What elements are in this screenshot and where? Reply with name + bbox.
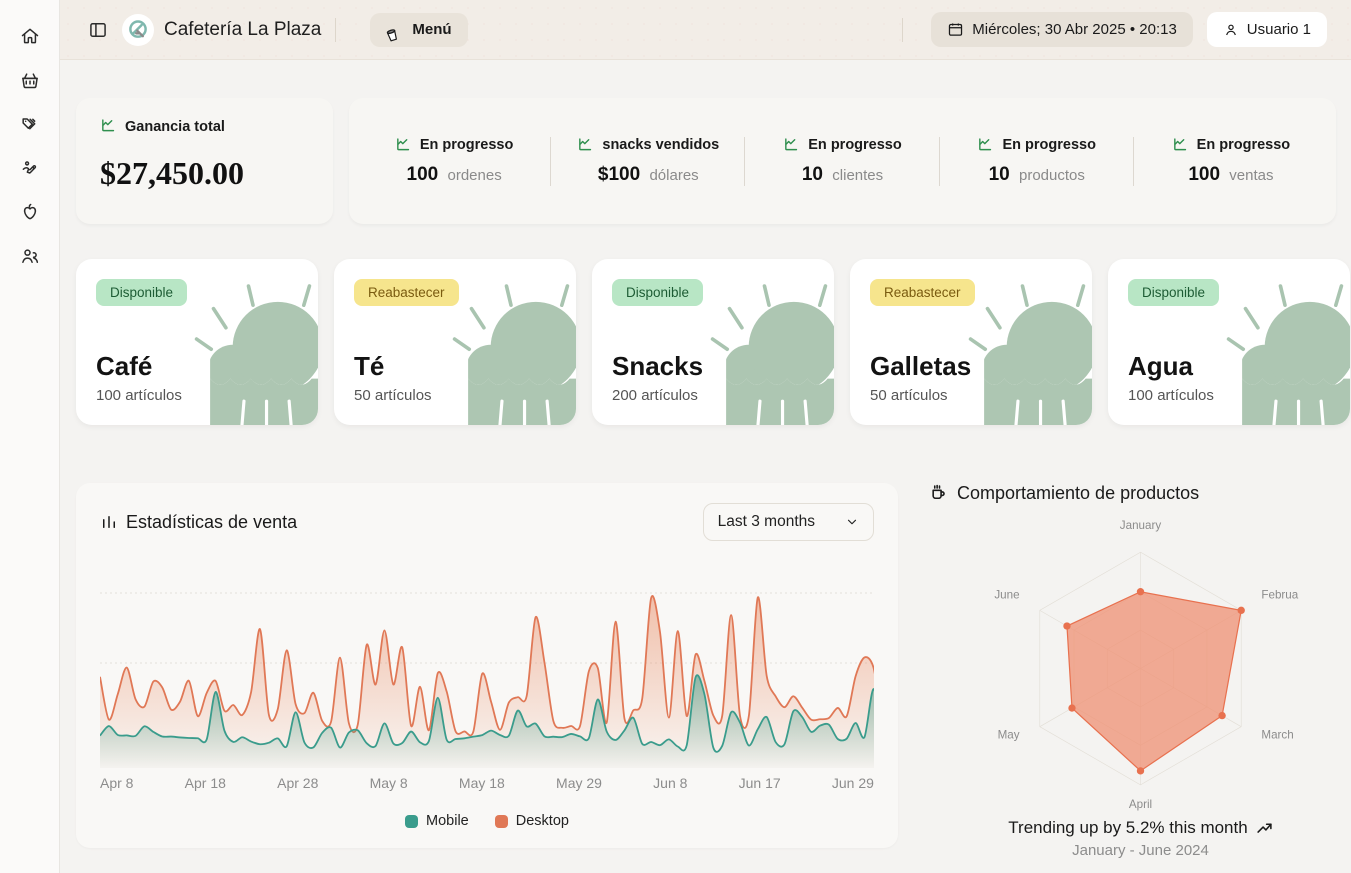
svg-text:January: January (1120, 519, 1162, 532)
svg-text:June: June (994, 589, 1019, 602)
svg-text:March: March (1261, 728, 1293, 741)
svg-text:April: April (1129, 798, 1152, 811)
svg-text:May: May (998, 728, 1020, 741)
svg-text:Februa: Februa (1261, 589, 1298, 602)
